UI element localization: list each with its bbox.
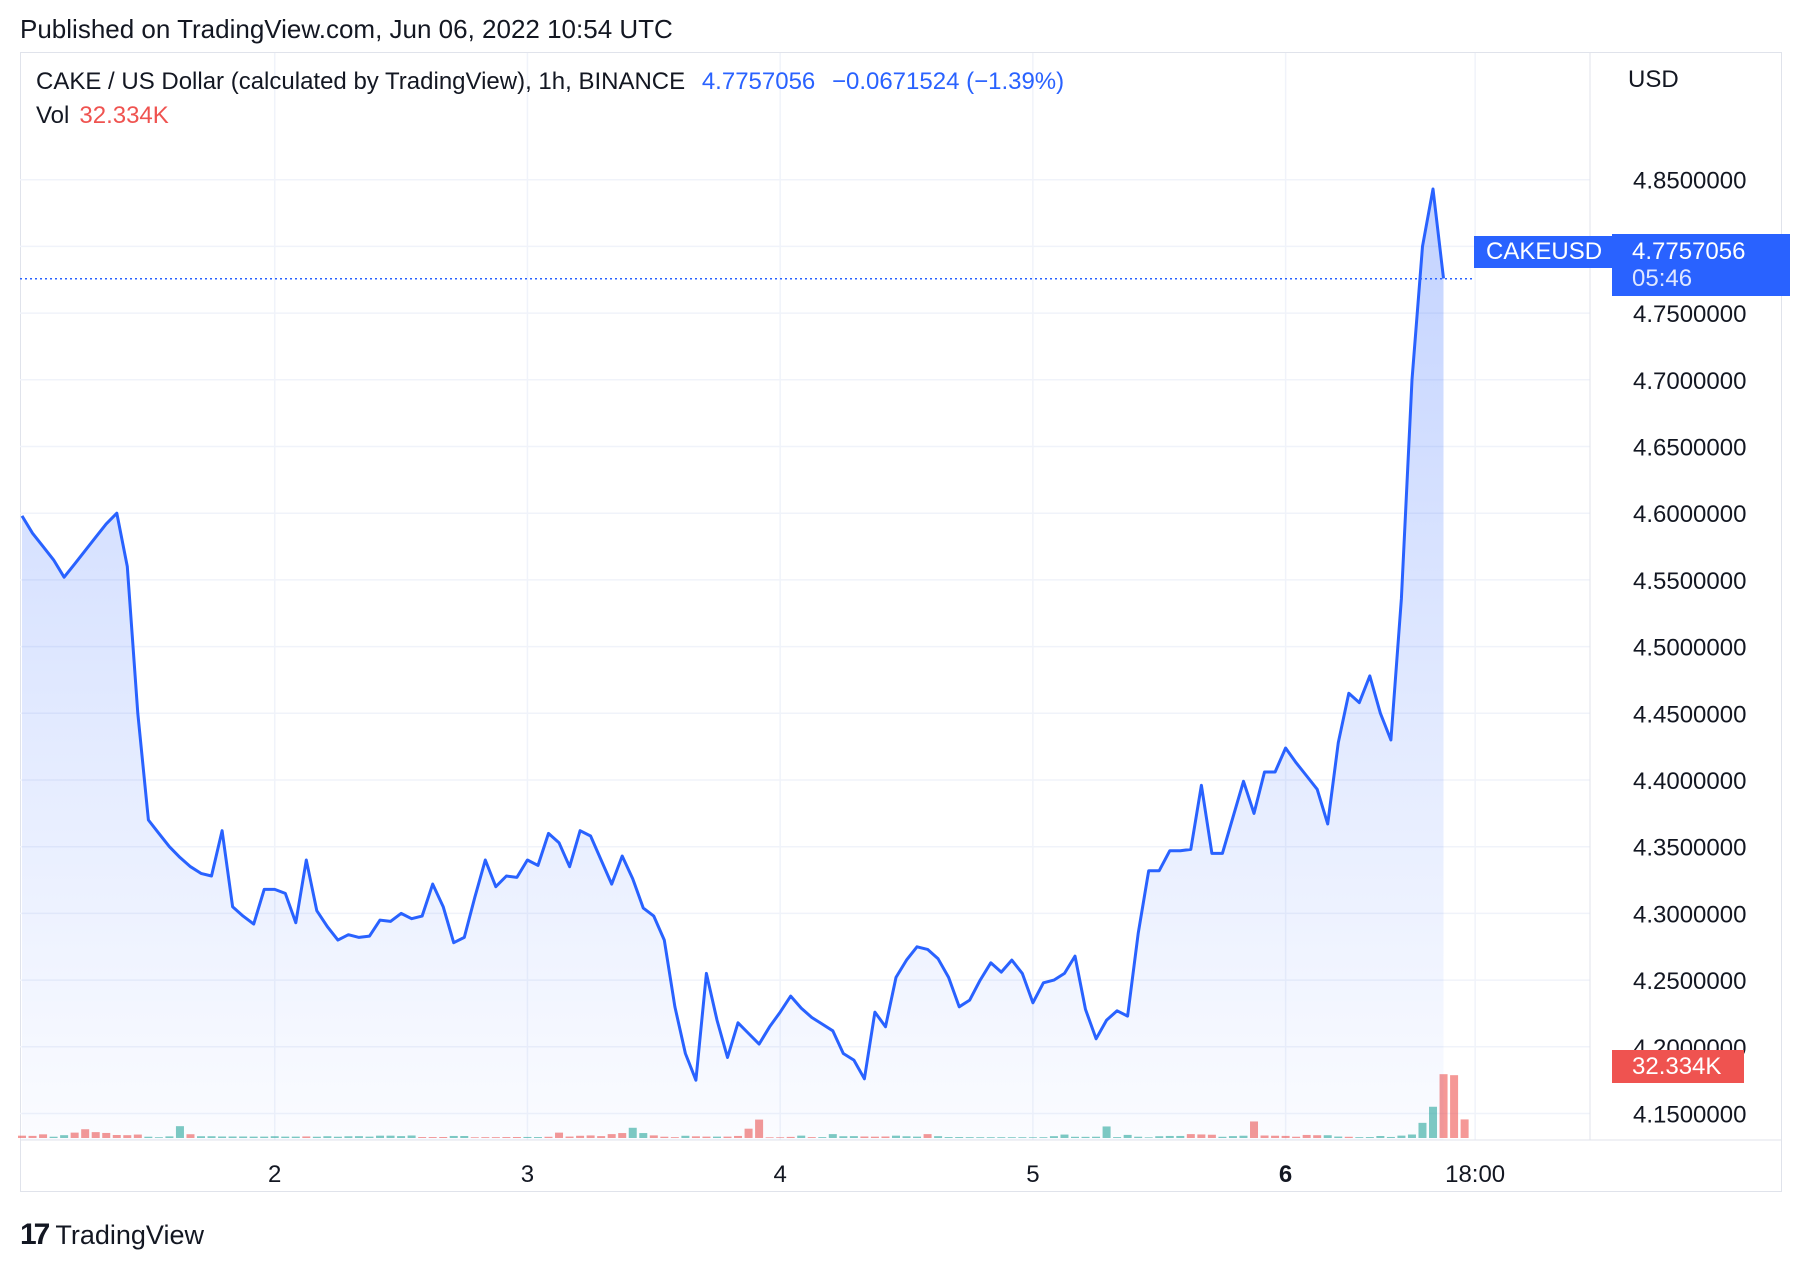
price-area xyxy=(22,189,1444,1140)
chart-legend: CAKE / US Dollar (calculated by TradingV… xyxy=(36,68,1074,96)
price-tick-label: 4.3500000 xyxy=(1633,835,1746,862)
volume-legend: Vol 32.334K xyxy=(36,102,169,130)
symbol-price-tag: CAKEUSD xyxy=(1474,236,1615,268)
brand-name: TradingView xyxy=(55,1219,204,1250)
time-tick-label: 6 xyxy=(1279,1161,1292,1188)
time-tick-label: 5 xyxy=(1026,1161,1039,1188)
last-price-tag-value: 4.7757056 xyxy=(1632,238,1746,265)
price-tick-label: 4.7000000 xyxy=(1633,368,1746,395)
price-tick-label: 4.5000000 xyxy=(1633,635,1746,662)
time-axis: 2 3 4 5 6 18:00 xyxy=(268,1161,1505,1188)
volume-bar xyxy=(1450,1075,1459,1138)
volume-legend-value: 32.334K xyxy=(79,102,169,129)
last-price-tag: 4.7757056 05:46 xyxy=(1612,234,1790,296)
price-tick-label: 4.8500000 xyxy=(1633,168,1746,195)
price-tick-label: 4.3000000 xyxy=(1633,901,1746,928)
symbol-title: CAKE / US Dollar (calculated by TradingV… xyxy=(36,68,686,95)
price-tick-label: 4.6000000 xyxy=(1633,501,1746,528)
price-tick-label: 4.5500000 xyxy=(1633,568,1746,595)
time-tick-label: 2 xyxy=(268,1161,281,1188)
tradingview-logo-icon: 17 xyxy=(20,1218,50,1251)
published-caption: Published on TradingView.com, Jun 06, 20… xyxy=(20,14,673,44)
price-axis: 4.15000004.20000004.25000004.30000004.35… xyxy=(1633,168,1746,1129)
time-tick-label: 18:00 xyxy=(1445,1161,1505,1188)
currency-label: USD xyxy=(1628,66,1679,93)
price-tick-label: 4.4000000 xyxy=(1633,768,1746,795)
price-tick-label: 4.4500000 xyxy=(1633,701,1746,728)
price-change: −0.0671524 (−1.39%) xyxy=(831,68,1065,95)
price-tick-label: 4.7500000 xyxy=(1633,301,1746,328)
volume-bar xyxy=(1460,1119,1469,1138)
tradingview-brand[interactable]: 17 TradingView xyxy=(20,1218,204,1252)
time-tick-label: 4 xyxy=(773,1161,786,1188)
chart-frame[interactable] xyxy=(20,52,1782,1192)
time-tick-label: 3 xyxy=(521,1161,534,1188)
last-price: 4.7757056 xyxy=(701,68,816,95)
price-line xyxy=(20,187,1445,1082)
price-tick-label: 4.6500000 xyxy=(1633,435,1746,462)
price-tick-label: 4.2500000 xyxy=(1633,968,1746,995)
volume-value-tag: 32.334K xyxy=(1612,1050,1744,1083)
bar-countdown: 05:46 xyxy=(1632,265,1693,292)
price-tick-label: 4.1500000 xyxy=(1633,1102,1746,1129)
volume-bar xyxy=(1439,1074,1448,1138)
volume-legend-label: Vol xyxy=(36,102,70,129)
